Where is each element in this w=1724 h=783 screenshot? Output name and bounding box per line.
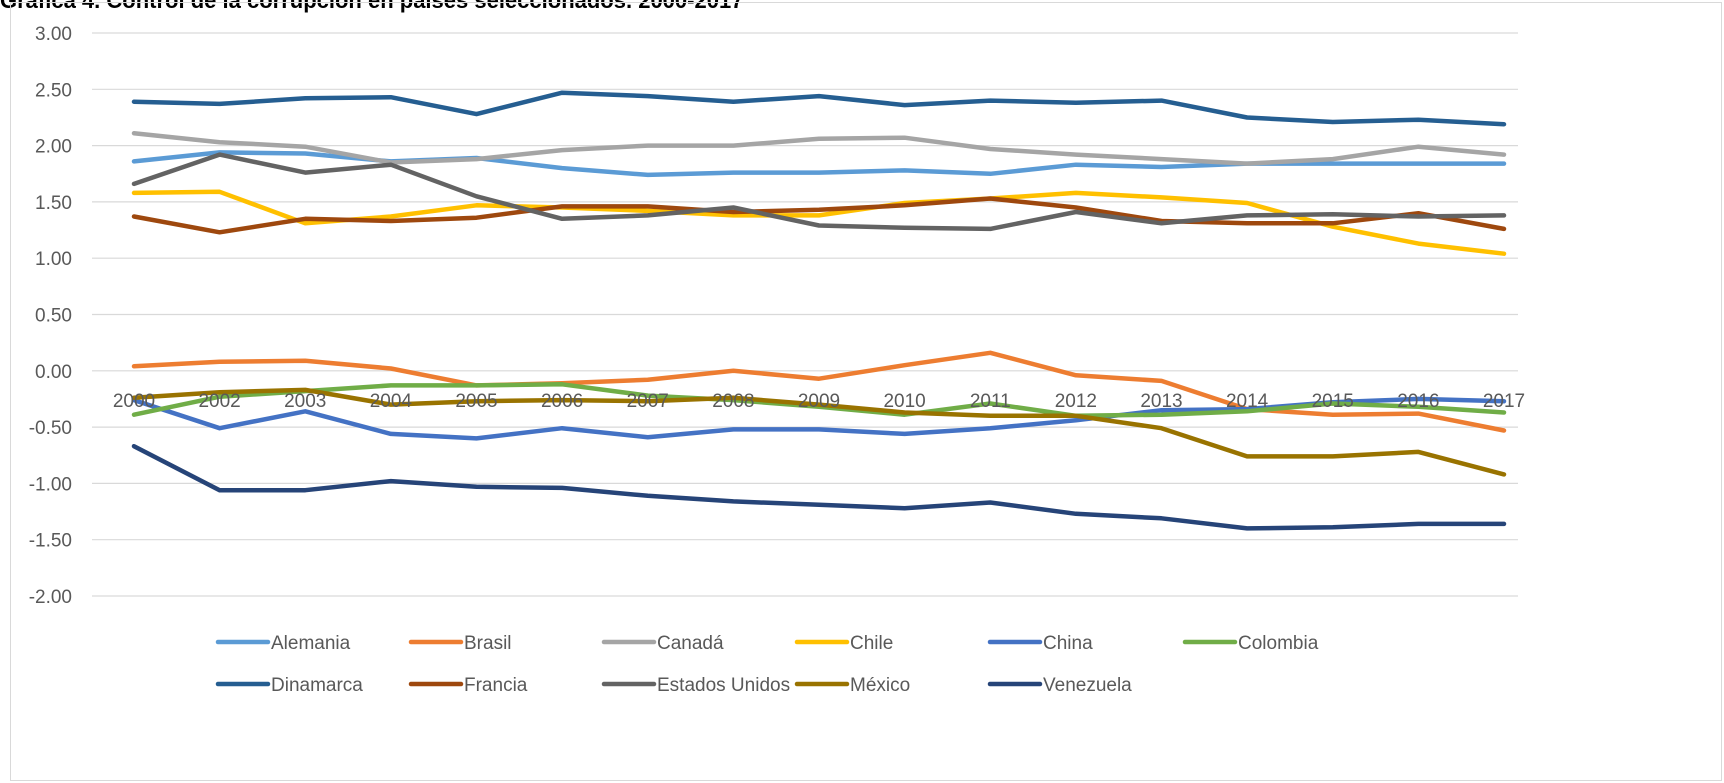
- legend-item: Venezuela: [987, 675, 1132, 696]
- legend-item: Dinamarca: [215, 675, 363, 696]
- legend-item: Francia: [408, 675, 528, 696]
- x-tick-label: 2008: [712, 391, 754, 412]
- legend-item: Alemania: [215, 633, 351, 654]
- x-tick-label: 2012: [1055, 391, 1097, 412]
- series-line-estados-unidos: [131, 152, 1507, 232]
- x-tick-label: 2009: [798, 391, 840, 412]
- y-tick-label: 1.50: [35, 193, 72, 214]
- legend-item: China: [987, 633, 1093, 654]
- x-tick-label: 2015: [1312, 391, 1354, 412]
- legend-item: Colombia: [1182, 633, 1319, 654]
- y-tick-label: -2.00: [29, 587, 72, 608]
- legend: Alemania Brasil Canadá Chile China Colombia Di…: [215, 633, 1319, 696]
- series-line-dinamarca: [131, 90, 1507, 127]
- y-tick-label: 0.50: [35, 306, 72, 327]
- legend-label: Dinamarca: [271, 675, 363, 696]
- x-tick-label: 2000: [113, 391, 155, 412]
- x-tick-label: 2005: [455, 391, 497, 412]
- x-tick-label: 2014: [1226, 391, 1269, 412]
- chart-title: Gráfica 4. Control de la corrupción en p…: [0, 0, 744, 13]
- series-line-canadá: [131, 130, 1507, 166]
- x-tick-label: 2002: [198, 391, 240, 412]
- x-tick-label: 2007: [627, 391, 669, 412]
- legend-label: China: [1043, 633, 1093, 654]
- chart-area: [10, 2, 1722, 781]
- x-tick-label: 2006: [541, 391, 583, 412]
- y-tick-label: 0.00: [35, 362, 72, 383]
- x-tick-label: 2013: [1140, 391, 1182, 412]
- series-line-venezuela: [131, 443, 1507, 531]
- y-tick-label: 1.00: [35, 249, 72, 270]
- legend-label: Estados Unidos: [657, 675, 790, 696]
- legend-item: Chile: [794, 633, 893, 654]
- legend-label: Chile: [850, 633, 893, 654]
- x-tick-label: 2003: [284, 391, 326, 412]
- y-tick-label: 2.00: [35, 137, 72, 158]
- legend-label: Francia: [464, 675, 528, 696]
- y-tick-label: -1.00: [29, 474, 72, 495]
- y-tick-label: 2.50: [35, 80, 72, 101]
- legend-label: Venezuela: [1043, 675, 1132, 696]
- x-tick-label: 2010: [883, 391, 925, 412]
- series-line-brasil: [131, 350, 1507, 433]
- series-lines: [131, 90, 1507, 531]
- legend-item: Canadá: [601, 633, 724, 654]
- y-tick-label: -0.50: [29, 418, 72, 439]
- legend-item: Estados Unidos: [601, 675, 790, 696]
- y-axis: 3.00 2.50 2.00 1.50 1.00 0.50 0.00 -0.50 -1.00 -1…: [29, 24, 72, 608]
- legend-label: Canadá: [657, 633, 724, 654]
- x-tick-label: 2016: [1397, 391, 1439, 412]
- legend-item: Brasil: [408, 633, 512, 654]
- legend-item: México: [794, 675, 910, 696]
- legend-label: Brasil: [464, 633, 512, 654]
- y-tick-label: -1.50: [29, 531, 72, 552]
- legend-label: Colombia: [1238, 633, 1319, 654]
- x-tick-label: 2017: [1483, 391, 1525, 412]
- x-tick-label: 2004: [370, 391, 413, 412]
- gridlines: [92, 32, 1518, 597]
- series-line-francia: [131, 196, 1507, 235]
- series-line-méxico: [131, 387, 1507, 477]
- legend-label: Alemania: [271, 633, 351, 654]
- y-tick-label: 3.00: [35, 24, 72, 45]
- x-axis: 2000 2002 2003 2004 2005 2006 2007 2008 2009 2010…: [113, 391, 1525, 412]
- legend-label: México: [850, 675, 910, 696]
- x-tick-label: 2011: [970, 391, 1011, 412]
